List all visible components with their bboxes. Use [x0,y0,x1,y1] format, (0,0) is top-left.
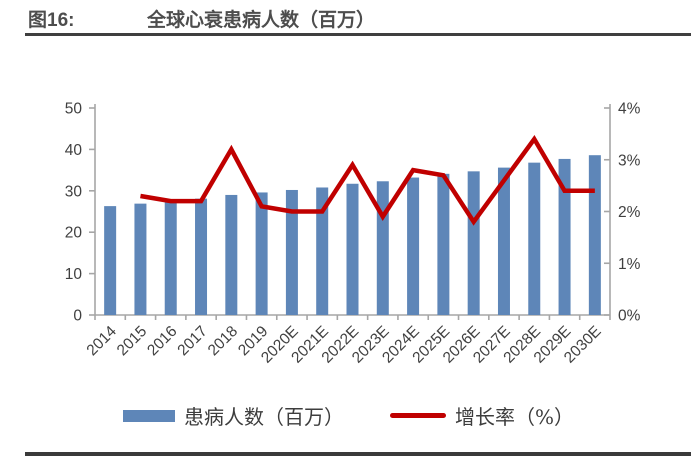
x-axis-category-label: 2017 [174,323,210,359]
right-axis-tick-label: 0% [618,308,641,325]
left-axis-tick-label: 10 [65,266,83,283]
chart-legend: 患病人数（百万） 增长率（%） [0,401,697,430]
left-axis-tick-label: 30 [65,183,83,200]
bar-2014 [104,206,117,315]
growth-rate-line [140,134,595,226]
bar-2024E [407,177,420,315]
bar-2018 [225,194,238,315]
right-axis-tick-label: 3% [618,152,641,169]
x-axis-category-label: 2015 [114,323,150,359]
bar-2023E [376,181,389,315]
title-divider [25,33,691,36]
x-axis-category-label: 2016 [144,323,180,359]
left-axis-tick-label: 50 [65,101,83,118]
bar-2030E [588,155,601,315]
legend-label-patients: 患病人数（百万） [183,405,344,429]
bar-2020E [285,189,298,315]
bar-2015 [134,203,147,315]
bar-2028E [528,162,541,315]
bar-2016 [164,201,177,315]
bar-2026E [467,171,480,315]
bottom-divider [25,452,691,456]
legend-item-growth: 增长率（%） [389,401,574,430]
left-axis-tick-label: 20 [65,225,83,242]
figure-title: 全球心衰患病人数（百万） [147,10,376,31]
figure-number-label: 图16: [28,10,75,31]
right-axis-tick-label: 2% [618,204,641,221]
legend-item-patients: 患病人数（百万） [122,401,344,430]
bar-2019 [255,192,268,315]
bar-2022E [346,183,359,315]
bar-2029E [558,158,571,315]
x-axis-category-label: 2014 [84,323,121,360]
bar-2021E [316,187,329,315]
x-axis-category-label: 2018 [205,323,241,359]
bar-2017 [195,198,208,315]
left-axis-tick-label: 40 [65,142,83,159]
legend-label-growth: 增长率（%） [454,405,574,429]
right-axis-tick-label: 1% [618,256,641,273]
left-axis-tick-label: 0 [73,308,82,325]
bar-2025E [437,173,450,315]
bar-2027E [497,167,510,315]
right-axis-tick-label: 4% [618,101,641,118]
figure-title-row: 图16: 全球心衰患病人数（百万） [28,5,687,32]
line-series-swatch [389,413,446,418]
bar-series-swatch [122,409,175,422]
